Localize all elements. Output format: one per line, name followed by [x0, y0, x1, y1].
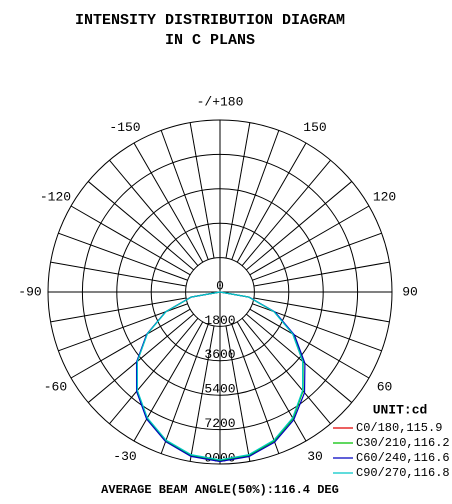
chart-title: IN C PLANS	[165, 32, 255, 49]
theta-tick-label: -90	[18, 284, 41, 299]
polar-grid: 0 1800 3600 5400 7200 9000 -/+180 -150 150 -120 12…	[18, 94, 418, 465]
legend-label: C90/270,116.8	[356, 466, 450, 480]
ring	[116, 188, 324, 396]
ring	[47, 119, 393, 465]
ring	[81, 153, 359, 431]
theta-tick-label: 150	[303, 120, 326, 135]
intensity-curve	[136, 291, 304, 461]
chart-title: INTENSITY DISTRIBUTION DIAGRAM	[75, 12, 345, 29]
legend-label: C0/180,115.9	[356, 421, 442, 435]
r-tick-label: 0	[216, 278, 224, 293]
curves	[135, 291, 306, 463]
theta-tick-label: 90	[402, 284, 418, 299]
theta-tick-label: -30	[113, 449, 136, 464]
theta-tick-label: 60	[377, 379, 393, 394]
theta-tick-label: 120	[373, 189, 396, 204]
ring	[150, 222, 290, 362]
ring	[185, 257, 255, 327]
footer: AVERAGE BEAM ANGLE(50%):116.4 DEG	[101, 483, 339, 497]
theta-tick-label: -150	[109, 120, 140, 135]
theta-tick-label: -60	[44, 379, 67, 394]
theta-tick-label: 30	[307, 449, 323, 464]
r-tick-label: 3600	[204, 347, 235, 362]
legend-label: C30/210,116.2	[356, 436, 450, 450]
r-tick-label: 9000	[204, 450, 235, 465]
unit-label: UNIT:cd	[373, 402, 428, 417]
legend-label: C60/240,116.6	[356, 451, 450, 465]
r-tick-label: 5400	[204, 382, 235, 397]
theta-tick-label: -/+180	[197, 94, 244, 109]
r-tick-label: 7200	[204, 416, 235, 431]
r-tick-label: 1800	[204, 313, 235, 328]
theta-tick-label: -120	[40, 189, 71, 204]
